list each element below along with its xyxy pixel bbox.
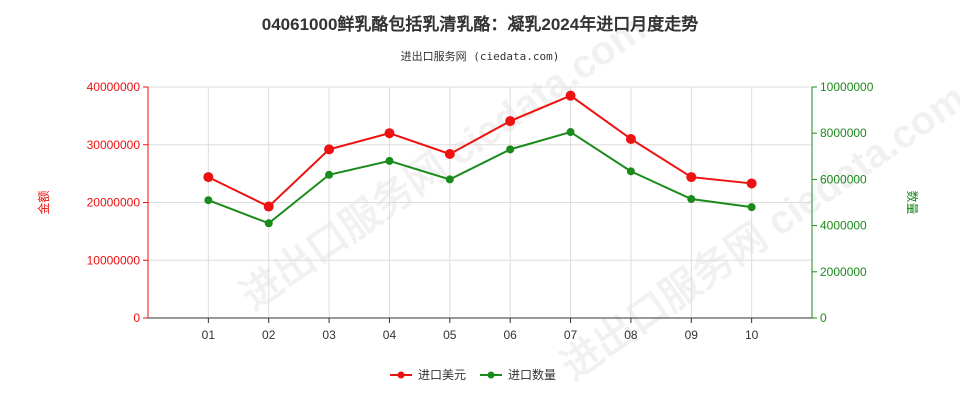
y-left-axis-title: 金额 xyxy=(36,190,51,214)
series-2-point xyxy=(445,175,454,184)
legend-marker-1 xyxy=(397,371,405,379)
legend-label-2: 进口数量 xyxy=(508,367,556,382)
series-1-point xyxy=(505,116,516,127)
y-left-tick-label: 0 xyxy=(133,311,140,325)
series-2-point xyxy=(747,203,756,212)
chart-subtitle: 进出口服务网 (ciedata.com) xyxy=(400,50,560,63)
series-2-point xyxy=(325,170,334,179)
series-1-point xyxy=(686,172,697,183)
legend-label-1: 进口美元 xyxy=(418,368,466,382)
series-2-point xyxy=(385,156,394,165)
y-right-tick-label: 0 xyxy=(820,311,827,325)
series-1-point xyxy=(565,90,576,101)
series-2-point xyxy=(204,196,213,205)
y-left-tick-label: 20000000 xyxy=(87,196,141,210)
y-left-tick-label: 10000000 xyxy=(87,253,141,267)
series-1-point xyxy=(263,201,274,212)
y-right-tick-label: 8000000 xyxy=(820,126,867,140)
series-2-point xyxy=(626,167,635,176)
x-tick-label: 10 xyxy=(745,328,759,342)
series-1-point xyxy=(203,172,214,183)
series-2-point xyxy=(506,145,515,154)
series-2-point xyxy=(264,219,273,228)
y-left-tick-label: 40000000 xyxy=(87,80,141,94)
series-1-point xyxy=(444,148,455,159)
series-1-point xyxy=(324,144,335,155)
legend-marker-2 xyxy=(487,371,495,379)
y-left-tick-label: 30000000 xyxy=(87,138,141,152)
x-tick-label: 07 xyxy=(564,328,578,342)
x-tick-label: 08 xyxy=(624,328,638,342)
x-tick-label: 02 xyxy=(262,328,276,342)
series-1-point xyxy=(384,128,395,139)
x-tick-label: 05 xyxy=(443,328,457,342)
chart-title: 04061000鲜乳酪包括乳清乳酪：凝乳2024年进口月度走势 xyxy=(261,15,699,34)
y-right-tick-label: 2000000 xyxy=(820,265,867,279)
y-right-tick-label: 4000000 xyxy=(820,219,867,233)
series-line-1 xyxy=(207,94,752,208)
series-1-point xyxy=(746,178,757,189)
series-line-2 xyxy=(208,130,752,225)
x-tick-label: 01 xyxy=(202,328,216,342)
x-tick-label: 09 xyxy=(685,328,699,342)
x-tick-label: 06 xyxy=(504,328,518,342)
x-tick-label: 04 xyxy=(383,328,397,342)
series-2-point xyxy=(566,128,575,137)
y-right-axis-title: 数量 xyxy=(905,190,920,214)
y-right-tick-label: 10000000 xyxy=(820,80,874,94)
y-right-tick-label: 6000000 xyxy=(820,172,867,186)
series-1-point xyxy=(625,133,636,144)
x-tick-label: 03 xyxy=(322,328,336,342)
series-2-point xyxy=(687,195,696,204)
